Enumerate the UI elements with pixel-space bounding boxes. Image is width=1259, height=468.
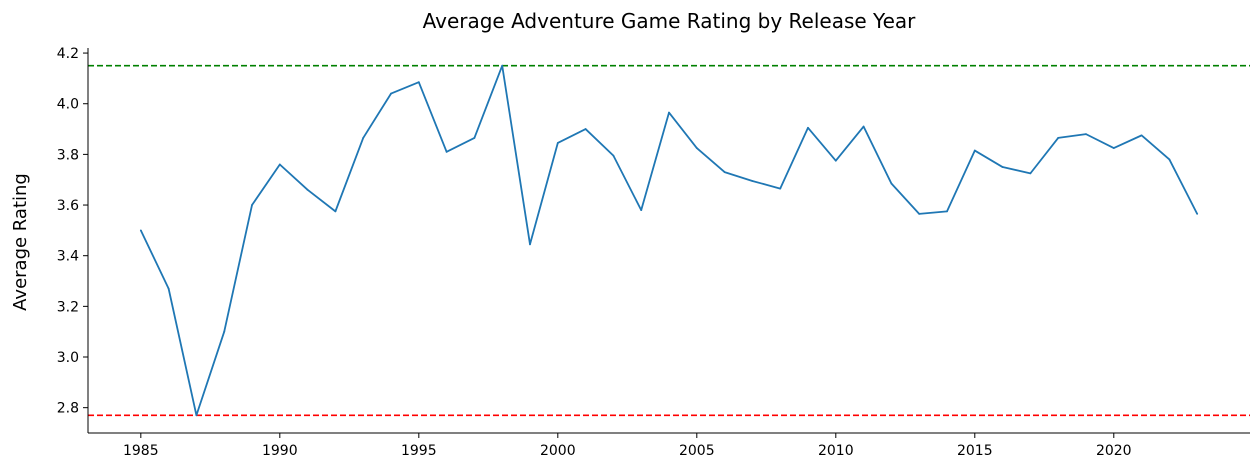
x-tick-label: 1990	[262, 443, 298, 459]
data-point	[862, 125, 865, 128]
y-tick-label: 3.8	[57, 147, 79, 163]
data-point	[779, 187, 782, 190]
data-point	[946, 210, 948, 213]
y-tick-label: 3.4	[57, 249, 79, 265]
data-point	[334, 210, 337, 213]
data-point	[251, 204, 253, 206]
data-point	[973, 149, 976, 152]
y-tick-label: 3.2	[57, 299, 79, 315]
data-point	[807, 126, 809, 129]
series-layer	[139, 64, 1199, 417]
data-point	[139, 229, 142, 232]
data-point	[1029, 172, 1032, 175]
y-tick-label: 4.2	[57, 46, 79, 62]
x-tick-label: 2005	[679, 443, 715, 459]
data-point	[390, 92, 392, 95]
x-tick-label: 1985	[123, 443, 159, 459]
data-point	[584, 128, 587, 130]
x-tick-label: 2015	[957, 443, 993, 459]
data-point	[195, 414, 198, 417]
data-point	[1112, 147, 1115, 149]
data-point	[1001, 166, 1004, 168]
data-point	[1057, 137, 1060, 139]
data-point	[612, 154, 615, 157]
y-tick-label: 2.8	[57, 401, 79, 417]
data-point	[278, 163, 281, 166]
data-point	[306, 188, 309, 191]
data-point	[918, 213, 921, 215]
axes	[87, 48, 1250, 434]
data-point	[668, 111, 670, 114]
y-tick-label: 3.6	[57, 198, 79, 214]
reference-lines	[88, 64, 1250, 417]
data-point	[1196, 213, 1199, 215]
data-point	[556, 142, 559, 144]
data-point	[362, 137, 365, 139]
data-point	[445, 150, 448, 153]
data-point	[1140, 134, 1143, 137]
data-point	[640, 209, 643, 212]
data-point	[1168, 158, 1171, 161]
y-ticks: 2.8 3.0 3.2 3.4 3.6 3.8 4.0 4.2	[57, 46, 88, 417]
x-tick-label: 1995	[401, 443, 437, 459]
data-point	[695, 147, 698, 149]
x-ticks: 1985 1990 1995 2000 2005 2010 2015 2020	[123, 433, 1132, 459]
data-point	[223, 330, 226, 333]
data-point	[417, 81, 420, 84]
x-tick-label: 2010	[818, 443, 854, 459]
data-point	[501, 64, 504, 67]
y-tick-label: 4.0	[57, 97, 79, 113]
y-axis-label: Average Rating	[10, 173, 31, 311]
data-point	[1085, 133, 1087, 136]
data-point	[529, 243, 531, 246]
y-tick-label: 3.0	[57, 350, 79, 366]
data-point	[834, 159, 837, 162]
chart-title: Average Adventure Game Rating by Release…	[423, 9, 917, 33]
series-line-0	[140, 64, 1198, 417]
data-point	[167, 287, 170, 290]
data-point	[751, 180, 754, 182]
data-point	[473, 137, 476, 139]
x-tick-label: 2000	[540, 443, 576, 459]
data-point	[890, 182, 893, 185]
x-tick-label: 2020	[1096, 443, 1132, 459]
data-point	[723, 171, 726, 174]
